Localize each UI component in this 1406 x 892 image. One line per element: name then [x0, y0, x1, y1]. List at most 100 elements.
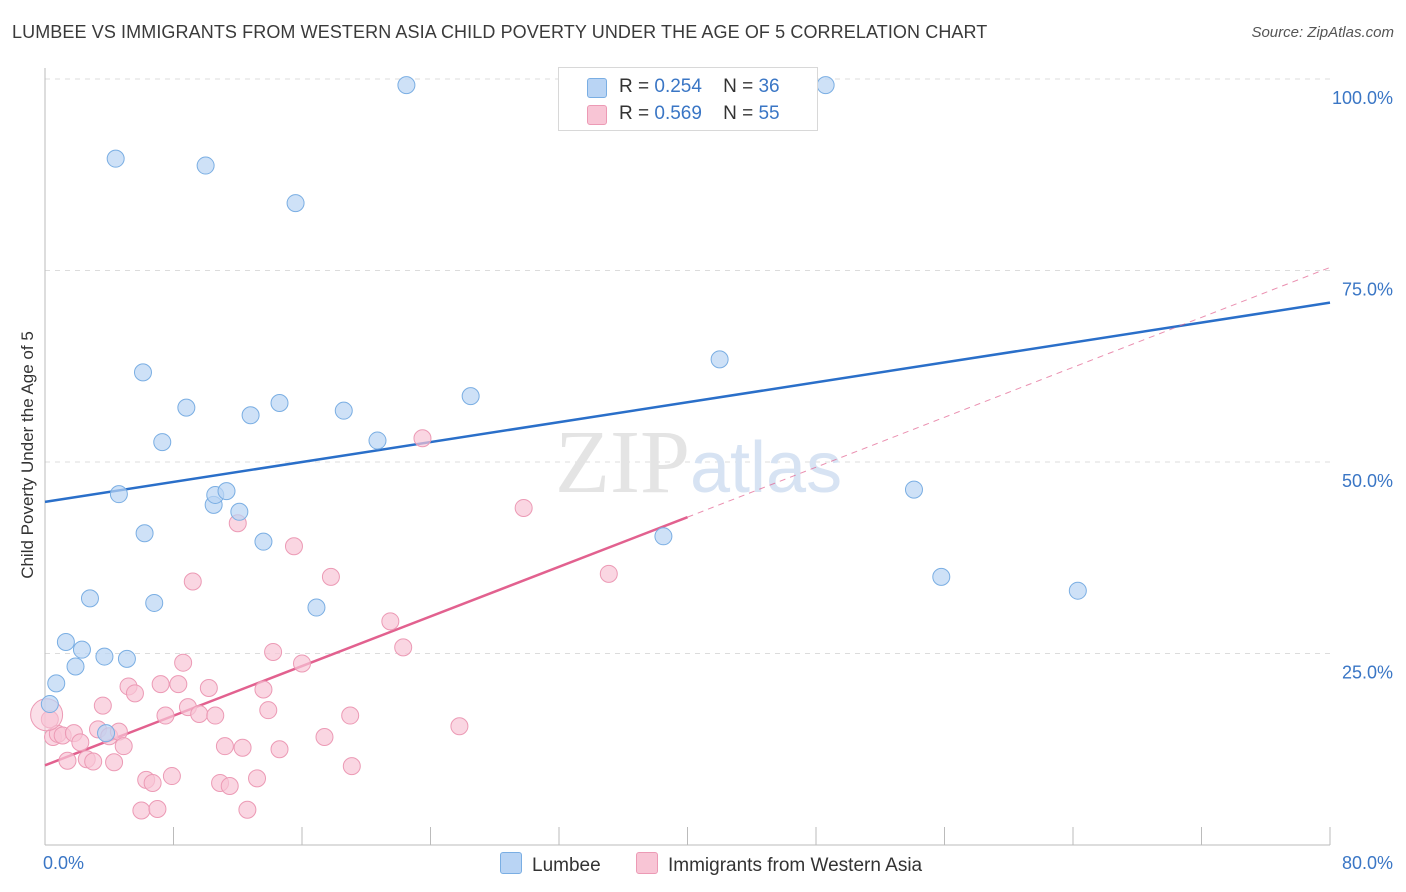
bottom-legend-swatch-blue [500, 852, 522, 874]
data-point-lumbee [95, 647, 114, 666]
data-point-western-asia [381, 612, 400, 631]
data-point-western-asia [254, 680, 273, 699]
watermark-atlas: atlas [690, 428, 842, 508]
x-tick-label: 0.0% [43, 853, 84, 873]
data-point-western-asia [148, 799, 167, 818]
watermark-zip: ZIP [555, 413, 690, 512]
data-point-lumbee [1068, 581, 1087, 600]
data-point-lumbee [230, 502, 249, 521]
data-point-lumbee [654, 527, 673, 546]
data-point-western-asia [315, 727, 334, 746]
data-point-western-asia [190, 705, 209, 724]
data-point-lumbee [286, 194, 305, 213]
data-point-lumbee [307, 598, 326, 617]
data-point-western-asia [233, 738, 252, 757]
chart-title: LUMBEE VS IMMIGRANTS FROM WESTERN ASIA C… [12, 22, 988, 42]
data-point-lumbee [153, 433, 172, 452]
data-point-western-asia [183, 572, 202, 591]
data-point-lumbee [109, 485, 128, 504]
legend-r-western-asia: 0.569 [654, 103, 702, 124]
trendline-western-asia-extension [687, 266, 1331, 518]
data-point-lumbee [254, 532, 273, 551]
data-point-lumbee [106, 149, 125, 168]
y-tick-label: 100.0% [1332, 88, 1393, 108]
data-point-western-asia [132, 801, 151, 820]
data-point-western-asia [105, 753, 124, 772]
data-point-lumbee [710, 350, 729, 369]
data-point-western-asia [151, 675, 170, 694]
data-point-lumbee [397, 76, 416, 95]
legend-swatch-blue [587, 78, 607, 98]
data-point-lumbee [196, 156, 215, 175]
data-point-lumbee [334, 401, 353, 420]
chart-source: Source: ZipAtlas.com [1251, 24, 1394, 41]
data-point-western-asia [264, 642, 283, 661]
legend-n-western-asia: 55 [758, 103, 780, 124]
data-point-lumbee [135, 524, 154, 543]
legend-text-lumbee: R = 0.254 N = 36 [619, 76, 780, 98]
data-point-lumbee [40, 695, 59, 714]
data-point-lumbee [368, 431, 387, 450]
data-point-western-asia [599, 564, 618, 583]
bottom-legend-lumbee: Lumbee [500, 852, 601, 877]
data-point-western-asia [174, 653, 193, 672]
data-point-western-asia [162, 767, 181, 786]
data-point-western-asia [114, 737, 133, 756]
data-point-western-asia [58, 751, 77, 770]
y-tick-label: 25.0% [1342, 663, 1393, 683]
data-point-western-asia [342, 757, 361, 776]
legend-n-label: N = [723, 76, 754, 97]
data-point-lumbee [217, 482, 236, 501]
data-point-western-asia [293, 654, 311, 673]
legend-r-label: R = [619, 76, 650, 97]
data-point-lumbee [932, 567, 951, 586]
trendline-lumbee [44, 301, 1331, 504]
legend-r-label: R = [619, 103, 650, 124]
data-point-lumbee [133, 363, 152, 382]
y-axis-label: Child Poverty Under the Age of 5 [18, 331, 37, 579]
correlation-legend: R = 0.254 N = 36 R = 0.569 N = 55 [558, 67, 818, 131]
data-point-lumbee [904, 480, 923, 499]
data-point-western-asia [259, 701, 278, 720]
data-point-western-asia [450, 717, 469, 736]
data-point-western-asia [84, 752, 103, 771]
data-point-western-asia [238, 800, 257, 819]
trendline-western-asia [44, 515, 688, 767]
data-point-western-asia [206, 706, 225, 725]
data-point-lumbee [816, 76, 835, 95]
data-point-western-asia [125, 684, 144, 703]
data-point-lumbee [117, 649, 136, 668]
bottom-legend-label-lumbee: Lumbee [532, 855, 601, 876]
data-point-western-asia [71, 733, 90, 752]
data-point-western-asia [169, 675, 188, 694]
data-point-lumbee [47, 674, 66, 693]
data-point-lumbee [80, 589, 99, 608]
data-points [30, 76, 1087, 820]
y-tick-label: 75.0% [1342, 280, 1393, 300]
legend-n-lumbee: 36 [758, 76, 780, 97]
data-point-lumbee [145, 593, 164, 612]
y-tick-label: 50.0% [1342, 471, 1393, 491]
legend-n-label: N = [723, 103, 754, 124]
data-point-western-asia [413, 429, 432, 448]
bottom-legend-western-asia: Immigrants from Western Asia [636, 852, 922, 877]
data-point-western-asia [199, 678, 218, 697]
tick-labels: 25.0% 50.0% 75.0% 100.0% 0.0% 80.0% [43, 88, 1393, 873]
data-point-lumbee [461, 387, 480, 406]
data-point-western-asia [394, 638, 413, 657]
x-tick-label: 80.0% [1342, 853, 1393, 873]
data-point-western-asia [143, 773, 162, 792]
data-point-lumbee [72, 640, 91, 659]
bottom-legend-label-western-asia: Immigrants from Western Asia [668, 855, 923, 876]
data-point-western-asia [215, 737, 234, 756]
legend-text-western-asia: R = 0.569 N = 55 [619, 103, 780, 125]
data-point-western-asia [156, 706, 175, 725]
trendlines [44, 266, 1331, 767]
bottom-legend-swatch-pink [636, 852, 658, 874]
data-point-western-asia [220, 777, 239, 796]
data-point-lumbee [66, 657, 85, 676]
gridlines [45, 78, 1330, 654]
data-point-western-asia [248, 769, 267, 788]
data-point-lumbee [97, 724, 116, 743]
